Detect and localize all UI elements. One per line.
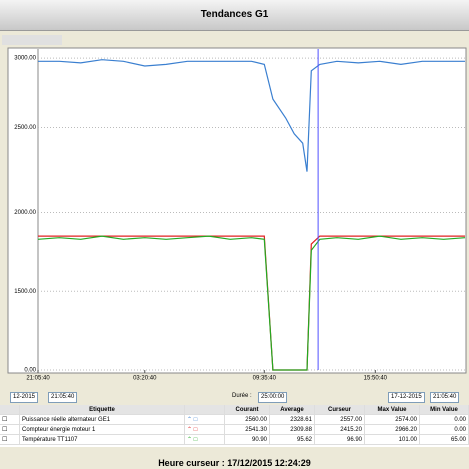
column-header[interactable]: Average (270, 405, 315, 415)
toolbar[interactable] (2, 35, 62, 45)
label-cell: Puissance réelle alternateur GE1 (20, 415, 185, 425)
duration[interactable]: 25:00:00 (258, 392, 288, 403)
x-tick-label: 03:20:40 (133, 376, 157, 382)
value-cell: 65.00 (420, 435, 469, 445)
value-cell: 95.62 (270, 435, 315, 445)
value-cell: 90.90 (225, 435, 270, 445)
column-header[interactable]: Min Value (420, 405, 469, 415)
y-tick-label: 0.00 (24, 368, 36, 374)
row-checkbox[interactable]: ☐ (0, 435, 20, 445)
label-cell: Compteur énergie moteur 1 (20, 425, 185, 435)
end-time[interactable]: 21:05:40 (430, 392, 460, 403)
x-tick-label: 09:35:40 (253, 376, 277, 382)
series-line (37, 235, 466, 371)
y-tick-label: 2000.00 (14, 210, 36, 216)
header-blank (185, 405, 225, 415)
row-checkbox[interactable]: ☐ (0, 425, 20, 435)
start-date[interactable]: 12-2015 (10, 392, 39, 403)
value-cell: 2574.00 (365, 415, 420, 425)
series-icon: ⌃ □ (185, 415, 225, 425)
series-icon: ⌃ □ (185, 435, 225, 445)
column-header[interactable]: Curseur (315, 405, 365, 415)
label-cell: Température TT1107 (20, 435, 185, 445)
series-line (38, 59, 465, 172)
cursor-time: Heure curseur : 17/12/2015 12:24:29 (158, 458, 311, 468)
start-time[interactable]: 21:05:40 (48, 392, 78, 403)
x-tick-label: 15:50:40 (364, 376, 388, 382)
column-header[interactable]: Etiquette (20, 405, 185, 415)
legend-table: Etiquette Courant Average Curseur Max Value M… (0, 405, 469, 447)
value-cell: 2328.61 (270, 415, 315, 425)
y-tick-label: 3000.00 (14, 56, 36, 62)
plot-frame (7, 47, 467, 374)
column-header[interactable]: Max Value (365, 405, 420, 415)
y-tick-label: 1500.00 (14, 289, 36, 295)
value-cell: 2415.20 (315, 425, 365, 435)
value-cell: 2966.20 (365, 425, 420, 435)
series-icon: ⌃ □ (185, 425, 225, 435)
trend-plot: 3000.00 2500.00 2000.00 1500.00 0.00 21:05:40… (2, 35, 467, 382)
value-cell: 0.00 (420, 425, 469, 435)
column-header[interactable]: Courant (225, 405, 270, 415)
row-checkbox[interactable]: ☐ (0, 415, 20, 425)
window-title: Tendances G1 (0, 0, 469, 31)
value-cell: 2560.00 (225, 415, 270, 425)
value-cell: 2557.00 (315, 415, 365, 425)
value-cell: 0.00 (420, 415, 469, 425)
value-cell: 2309.88 (270, 425, 315, 435)
x-tick-label: 21:05:40 (26, 376, 50, 382)
end-date[interactable]: 17-12-2015 (388, 392, 425, 403)
y-tick-label: 2500.00 (14, 125, 36, 131)
value-cell: 101.00 (365, 435, 420, 445)
value-cell: 2541.30 (225, 425, 270, 435)
header-blank (0, 405, 20, 415)
value-cell: 96.90 (315, 435, 365, 445)
duration-label: Durée : (232, 393, 252, 399)
